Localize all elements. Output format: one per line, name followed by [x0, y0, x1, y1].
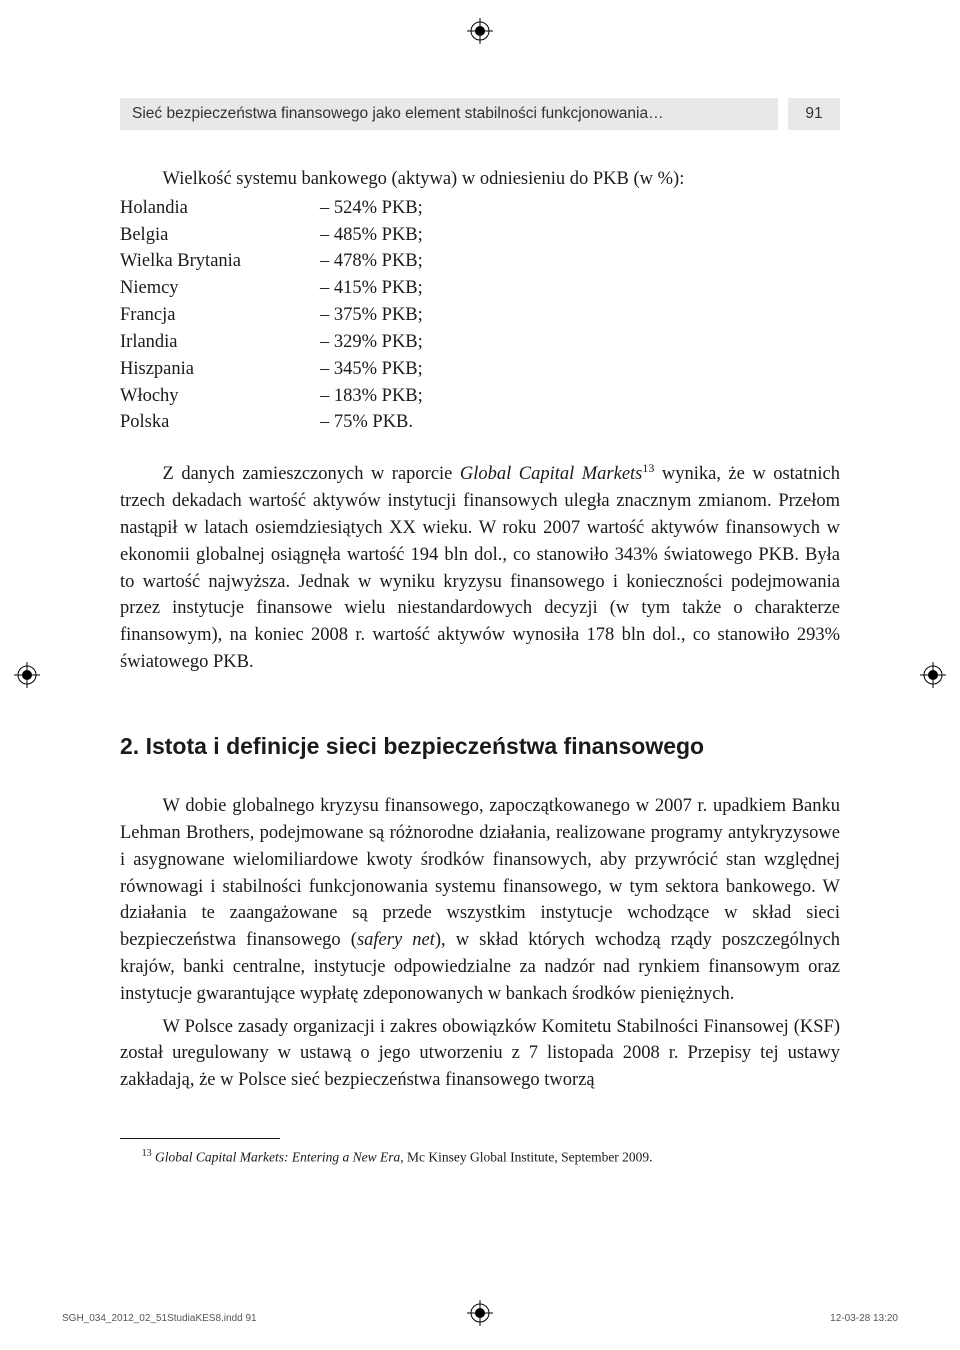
text-run: W dobie globalnego kryzysu finansowego, … — [120, 796, 840, 950]
country-value: – 329% PKB; — [320, 329, 423, 356]
list-item: Irlandia– 329% PKB; — [120, 329, 840, 356]
list-item: Włochy– 183% PKB; — [120, 383, 840, 410]
country-label: Hiszpania — [120, 356, 320, 383]
paragraph-3: W Polsce zasady organizacji i zakres obo… — [120, 1014, 840, 1094]
footnote-text: , Mc Kinsey Global Institute, September … — [400, 1150, 652, 1165]
country-value: – 183% PKB; — [320, 383, 423, 410]
running-head-gap — [778, 98, 788, 130]
country-label: Włochy — [120, 383, 320, 410]
page-number: 91 — [788, 98, 840, 130]
footnote-number: 13 — [142, 1148, 152, 1159]
country-value: – 375% PKB; — [320, 302, 423, 329]
country-label: Polska — [120, 409, 320, 436]
text-run: Z danych zamieszczonych w raporcie — [163, 464, 460, 484]
running-head: Sieć bezpieczeństwa finansowego jako ele… — [120, 98, 840, 130]
text-italic: safery net — [357, 930, 435, 950]
registration-mark-icon — [467, 18, 493, 44]
section-heading: 2. Istota i definicje sieci bezpieczeńst… — [120, 730, 840, 763]
list-item: Polska– 75% PKB. — [120, 409, 840, 436]
running-head-title: Sieć bezpieczeństwa finansowego jako ele… — [120, 98, 778, 130]
paragraph-2: W dobie globalnego kryzysu finansowego, … — [120, 793, 840, 1008]
country-value: – 478% PKB; — [320, 248, 423, 275]
list-item: Wielka Brytania– 478% PKB; — [120, 248, 840, 275]
page: Sieć bezpieczeństwa finansowego jako ele… — [0, 0, 960, 1350]
country-label: Wielka Brytania — [120, 248, 320, 275]
imprint-file: SGH_034_2012_02_51StudiaKES8.indd 91 — [62, 1313, 257, 1324]
country-label: Belgia — [120, 222, 320, 249]
imprint-line: SGH_034_2012_02_51StudiaKES8.indd 91 12-… — [62, 1313, 898, 1324]
list-item: Holandia– 524% PKB; — [120, 195, 840, 222]
imprint-timestamp: 12-03-28 13:20 — [830, 1313, 898, 1324]
footnote-rule — [120, 1138, 280, 1139]
body-text: Wielkość systemu bankowego (aktywa) w od… — [120, 166, 840, 1167]
list-item: Hiszpania– 345% PKB; — [120, 356, 840, 383]
footnote: 13 Global Capital Markets: Entering a Ne… — [120, 1147, 840, 1167]
footnote-ref: 13 — [642, 461, 654, 475]
list-item: Niemcy– 415% PKB; — [120, 275, 840, 302]
country-label: Irlandia — [120, 329, 320, 356]
paragraph-1: Z danych zamieszczonych w raporcie Globa… — [120, 460, 840, 676]
country-label: Francja — [120, 302, 320, 329]
footnote-italic: Global Capital Markets: Entering a New E… — [155, 1150, 400, 1165]
country-value: – 485% PKB; — [320, 222, 423, 249]
text-italic: Global Capital Markets — [460, 464, 643, 484]
country-value: – 524% PKB; — [320, 195, 423, 222]
country-value: – 75% PKB. — [320, 409, 413, 436]
registration-mark-icon — [14, 662, 40, 688]
text-run: wynika, że w ostatnich trzech dekadach w… — [120, 464, 840, 672]
country-list: Holandia– 524% PKB; Belgia– 485% PKB; Wi… — [120, 195, 840, 436]
country-value: – 345% PKB; — [320, 356, 423, 383]
list-item: Belgia– 485% PKB; — [120, 222, 840, 249]
list-intro: Wielkość systemu bankowego (aktywa) w od… — [120, 166, 840, 193]
list-item: Francja– 375% PKB; — [120, 302, 840, 329]
country-label: Holandia — [120, 195, 320, 222]
country-value: – 415% PKB; — [320, 275, 423, 302]
registration-mark-icon — [920, 662, 946, 688]
country-label: Niemcy — [120, 275, 320, 302]
